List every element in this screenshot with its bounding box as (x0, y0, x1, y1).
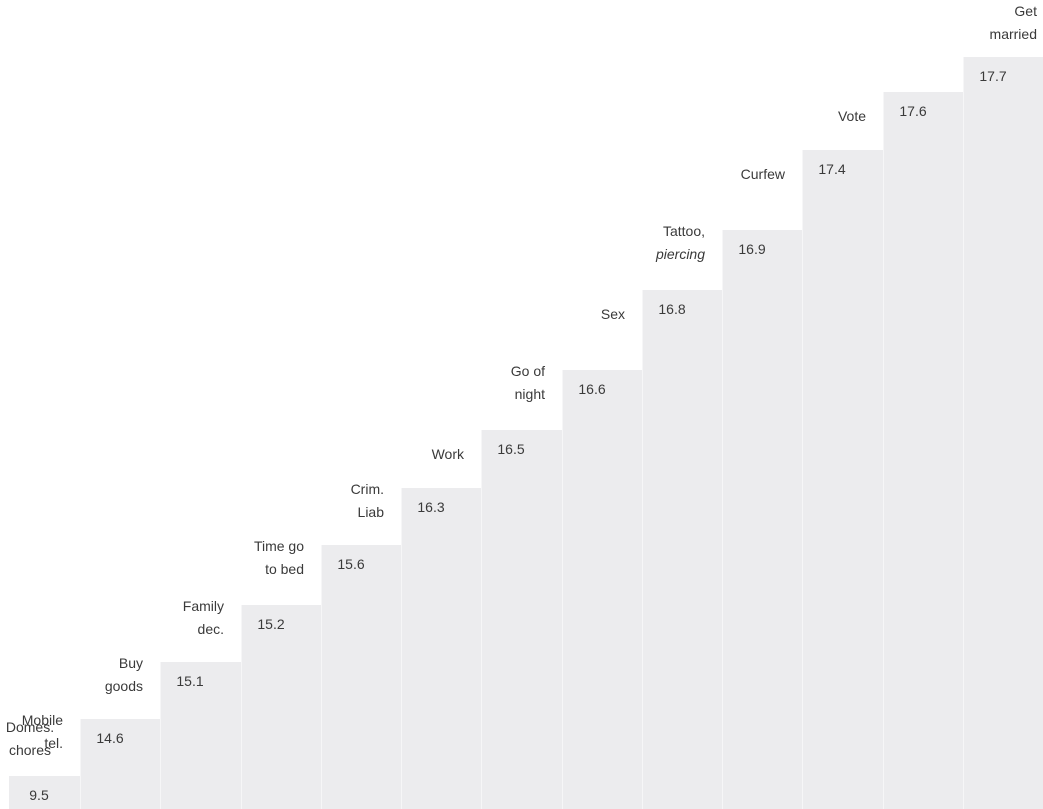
step-bar-3 (160, 662, 241, 809)
value-label-7: 16.5 (497, 441, 525, 457)
step-bar-11 (802, 150, 883, 809)
category-label-4-line-2: dec. (197, 621, 224, 637)
category-label-6-line-2: Liab (357, 504, 384, 520)
value-label-2: 14.6 (96, 730, 124, 746)
category-label-7-line-1: Work (431, 446, 464, 462)
value-label-13: 17.7 (979, 68, 1007, 84)
category-label-8-line-2: night (514, 386, 545, 402)
category-label-3-line-2: goods (104, 678, 143, 694)
value-label-12: 17.6 (899, 103, 927, 119)
step-bar-10 (722, 230, 802, 809)
category-label-5-line-2: to bed (265, 561, 304, 577)
category-label-10-line-1: Tattoo, (662, 223, 705, 239)
category-label-6-line-1: Crim. (350, 481, 384, 497)
value-label-5: 15.6 (337, 556, 365, 572)
value-label-10: 16.9 (738, 241, 766, 257)
category-label-12-line-1: Vote (837, 108, 866, 124)
category-label-3-line-1: Buy (118, 655, 143, 671)
category-label-2-line-2: tel. (44, 735, 63, 751)
step-bar-7 (481, 430, 562, 809)
step-bar-9 (642, 290, 722, 809)
value-label-4: 15.2 (257, 616, 285, 632)
category-label-3: Buy goods (63, 652, 143, 698)
category-label-13: Get married (963, 0, 1037, 46)
category-label-4-line-1: Family (182, 598, 224, 614)
category-label-12: Vote (786, 105, 866, 128)
category-label-1-line-2: chores (8, 742, 52, 758)
category-label-2: Mobile tel. (0, 709, 63, 755)
category-label-6: Crim. Liab (304, 478, 384, 524)
value-label-9: 16.8 (658, 301, 686, 317)
category-label-13-line-2: married (989, 26, 1037, 42)
step-bar-1 (9, 776, 80, 809)
category-label-11-line-1: Curfew (740, 166, 785, 182)
category-label-9-line-1: Sex (600, 306, 625, 322)
category-label-10: Tattoo, piercing (625, 220, 705, 266)
value-label-1: 9.5 (29, 787, 49, 803)
category-label-1: Domes. chores (0, 716, 60, 762)
category-label-8-line-1: Go of (510, 363, 545, 379)
category-label-10-line-2: piercing (655, 246, 705, 262)
category-label-13-line-1: Get (1014, 3, 1037, 19)
category-label-4: Family dec. (144, 595, 224, 641)
value-label-8: 16.6 (578, 381, 606, 397)
category-label-2-line-1: Mobile (21, 712, 63, 728)
value-label-11: 17.4 (818, 161, 846, 177)
step-bar-8 (562, 370, 642, 809)
value-label-3: 15.1 (176, 673, 204, 689)
step-bar-4 (241, 605, 321, 809)
category-label-11: Curfew (705, 163, 785, 186)
step-bar-12 (883, 92, 963, 809)
category-label-7: Work (384, 443, 464, 466)
category-label-5-line-1: Time go (253, 538, 304, 554)
step-bar-5 (321, 545, 401, 809)
category-label-9: Sex (545, 303, 625, 326)
category-label-5: Time go to bed (224, 535, 304, 581)
step-bar-13 (963, 57, 1043, 809)
category-label-8: Go of night (465, 360, 545, 406)
category-label-1-line-1: Domes. (5, 719, 55, 735)
step-bar-6 (401, 488, 481, 809)
step-bar-2 (80, 719, 160, 809)
value-label-6: 16.3 (417, 499, 445, 515)
